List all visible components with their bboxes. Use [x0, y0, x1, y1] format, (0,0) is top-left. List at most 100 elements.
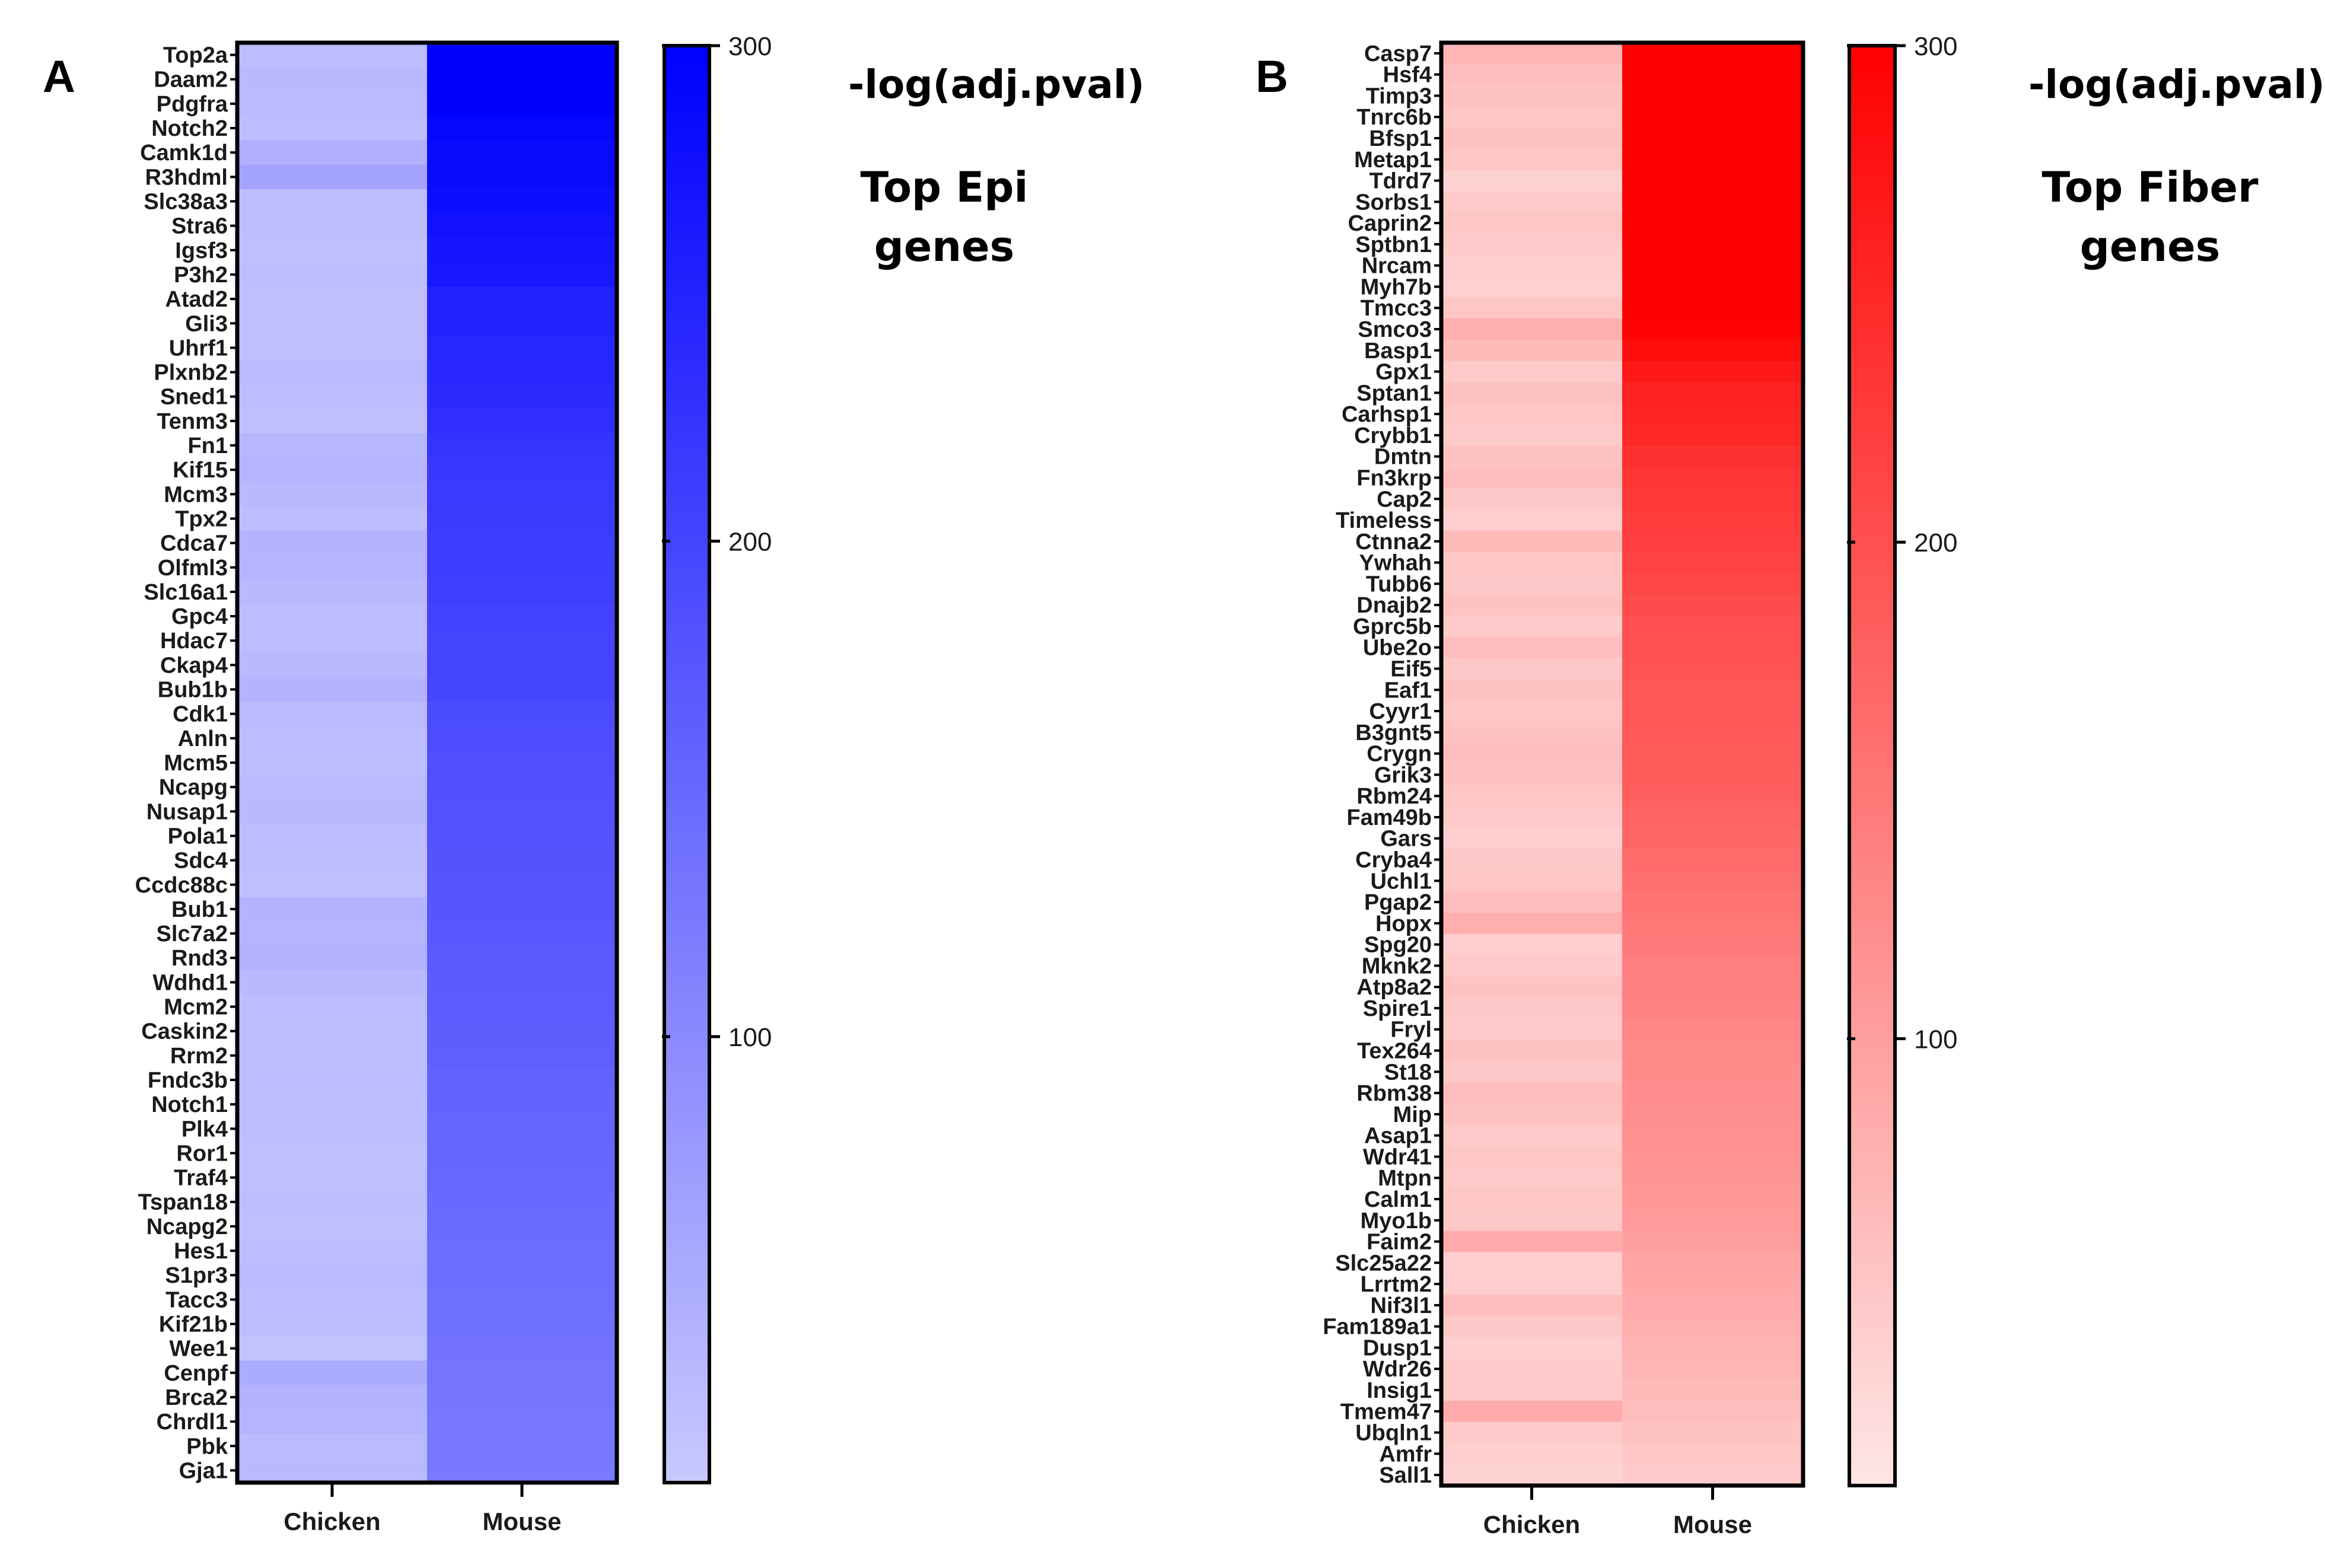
heatmap-cell-chicken-ctnna2 [1441, 530, 1622, 553]
gene-label-notch2: Notch2 [151, 116, 228, 141]
heatmap-cell-chicken-wdr41 [1441, 1146, 1622, 1168]
heatmap-cell-chicken-basp1 [1441, 339, 1622, 362]
heatmap-cell-chicken-spg20 [1441, 933, 1622, 956]
gene-label-dmtn: Dmtn [1374, 445, 1432, 470]
gene-label-mcm3: Mcm3 [164, 482, 228, 507]
heatmap-cell-chicken-top2a [237, 43, 427, 68]
gene-label-dnajb2: Dnajb2 [1356, 593, 1432, 618]
heatmap-cell-chicken-plk4 [237, 1116, 427, 1142]
heatmap-cell-mouse-caskin2 [427, 1019, 617, 1044]
heatmap-cell-chicken-smco3 [1441, 318, 1622, 340]
colorbar-tick-label: 100 [728, 1023, 772, 1052]
gene-label-sptan1: Sptan1 [1356, 381, 1432, 406]
heatmap-cell-mouse-ckap4 [427, 652, 617, 678]
heatmap-cell-mouse-asap1 [1622, 1124, 1803, 1147]
gene-label-gpc4: Gpc4 [171, 604, 228, 629]
heatmap-cell-chicken-faim2 [1441, 1231, 1622, 1253]
heatmap-cell-chicken-ncapg2 [237, 1214, 427, 1239]
gene-label-r3hdml: R3hdml [145, 165, 228, 190]
gene-label-myh7b: Myh7b [1361, 275, 1432, 299]
heatmap-cell-chicken-tnrc6b [1441, 106, 1622, 128]
heatmap-cell-chicken-crygn [1441, 742, 1622, 765]
gene-label-tdrd7: Tdrd7 [1369, 169, 1432, 194]
heatmap-cell-chicken-mtpn [1441, 1167, 1622, 1189]
gene-label-pdgfra: Pdgfra [157, 92, 228, 117]
gene-label-tmcc3: Tmcc3 [1361, 296, 1432, 321]
heatmap-cell-mouse-wee1 [427, 1336, 617, 1361]
heatmap-cell-chicken-hdac7 [237, 628, 427, 654]
heatmap-cell-mouse-tmem47 [1622, 1400, 1803, 1423]
heatmap-cell-chicken-notch2 [237, 116, 427, 141]
gene-label-asap1: Asap1 [1364, 1124, 1432, 1149]
heatmap-cell-mouse-mcm2 [427, 994, 617, 1019]
gene-label-tmem47: Tmem47 [1340, 1400, 1432, 1424]
panel-a-epi-heatmap: Top2aDaam2PdgfraNotch2Camk1dR3hdmlSlc38a… [43, 32, 1145, 1535]
heatmap-cell-mouse-r3hdml [427, 164, 617, 190]
heatmap-cell-mouse-plk4 [427, 1116, 617, 1142]
heatmap-cell-chicken-kif21b [237, 1311, 427, 1337]
heatmap-cell-mouse-camk1d [427, 140, 617, 165]
heatmap-cell-mouse-fn3krp [1622, 467, 1803, 489]
heatmap-cell-chicken-st18 [1441, 1061, 1622, 1083]
gene-label-gprc5b: Gprc5b [1353, 614, 1432, 639]
gene-label-b3gnt5: B3gnt5 [1355, 721, 1432, 745]
heatmap-frame [235, 40, 619, 1485]
heatmap-cell-mouse-gli3 [427, 311, 617, 336]
heatmap-cell-mouse-carhsp1 [1622, 403, 1803, 425]
gene-label-s1pr3: S1pr3 [165, 1263, 228, 1288]
heatmap-cell-mouse-brca2 [427, 1385, 617, 1410]
heatmap-cell-chicken-tacc3 [237, 1287, 427, 1312]
heatmap-cell-chicken-gprc5b [1441, 616, 1622, 638]
heatmap-cell-chicken-hes1 [237, 1238, 427, 1264]
heatmap-cell-mouse-st18 [1622, 1061, 1803, 1083]
heatmap-cell-chicken-ror1 [237, 1140, 427, 1166]
heatmap-cell-chicken-sned1 [237, 384, 427, 409]
heatmap-cell-chicken-cap2 [1441, 488, 1622, 510]
gene-label-ccdc88c: Ccdc88c [135, 873, 228, 898]
heatmap-cell-mouse-mcm5 [427, 750, 617, 776]
heatmap-cell-chicken-tspan18 [237, 1190, 427, 1215]
heatmap-cell-mouse-casp7 [1622, 43, 1803, 65]
heatmap-cell-chicken-caskin2 [237, 1019, 427, 1044]
heatmap-cell-mouse-pdgfra [427, 91, 617, 117]
gene-label-ywhah: Ywhah [1359, 551, 1432, 576]
gene-label-tenm3: Tenm3 [157, 409, 228, 434]
heatmap-cell-mouse-fam189a1 [1622, 1315, 1803, 1338]
gene-label-cenpf: Cenpf [164, 1361, 228, 1386]
gene-label-spire1: Spire1 [1363, 996, 1432, 1021]
heatmap-cell-chicken-slc7a2 [237, 921, 427, 946]
gene-label-traf4: Traf4 [174, 1166, 228, 1191]
heatmap-cell-chicken-rrm2 [237, 1043, 427, 1069]
heatmap-cell-mouse-pola1 [427, 823, 617, 849]
heatmap-cell-mouse-grik3 [1622, 764, 1803, 786]
gene-label-top2a: Top2a [163, 43, 228, 68]
gene-label-bub1b: Bub1b [158, 678, 228, 703]
heatmap-cell-chicken-sptan1 [1441, 382, 1622, 404]
heatmap-cell-mouse-gpx1 [1622, 361, 1803, 383]
gene-label-wdhd1: Wdhd1 [152, 970, 228, 995]
heatmap-cell-mouse-cryba4 [1622, 849, 1803, 871]
heatmap-cell-mouse-anln [427, 726, 617, 751]
heatmap-cell-chicken-cyyr1 [1441, 700, 1622, 722]
gene-label-carhsp1: Carhsp1 [1342, 402, 1432, 427]
heatmap-cell-mouse-cyyr1 [1622, 700, 1803, 722]
heatmap-cell-chicken-pola1 [237, 823, 427, 849]
gene-label-st18: St18 [1384, 1060, 1432, 1085]
gene-label-crygn: Crygn [1367, 742, 1432, 767]
heatmap-cell-mouse-mknk2 [1622, 955, 1803, 977]
heatmap-cell-chicken-crybb1 [1441, 425, 1622, 447]
heatmap-cell-mouse-nrcam [1622, 254, 1803, 277]
heatmap-cell-chicken-uchl1 [1441, 870, 1622, 892]
gene-label-sorbs1: Sorbs1 [1355, 190, 1432, 215]
heatmap-cell-chicken-gars [1441, 827, 1622, 850]
gene-label-plk4: Plk4 [181, 1117, 228, 1142]
gene-label-metap1: Metap1 [1354, 148, 1432, 173]
heatmap-cell-chicken-slc16a1 [237, 579, 427, 605]
heatmap-cell-mouse-olfml3 [427, 555, 617, 580]
gene-label-tacc3: Tacc3 [165, 1287, 228, 1312]
gene-label-hdac7: Hdac7 [160, 629, 228, 654]
gene-label-rnd3: Rnd3 [171, 946, 228, 971]
gene-label-faim2: Faim2 [1367, 1230, 1432, 1255]
heatmap-cell-mouse-lrrtm2 [1622, 1273, 1803, 1295]
